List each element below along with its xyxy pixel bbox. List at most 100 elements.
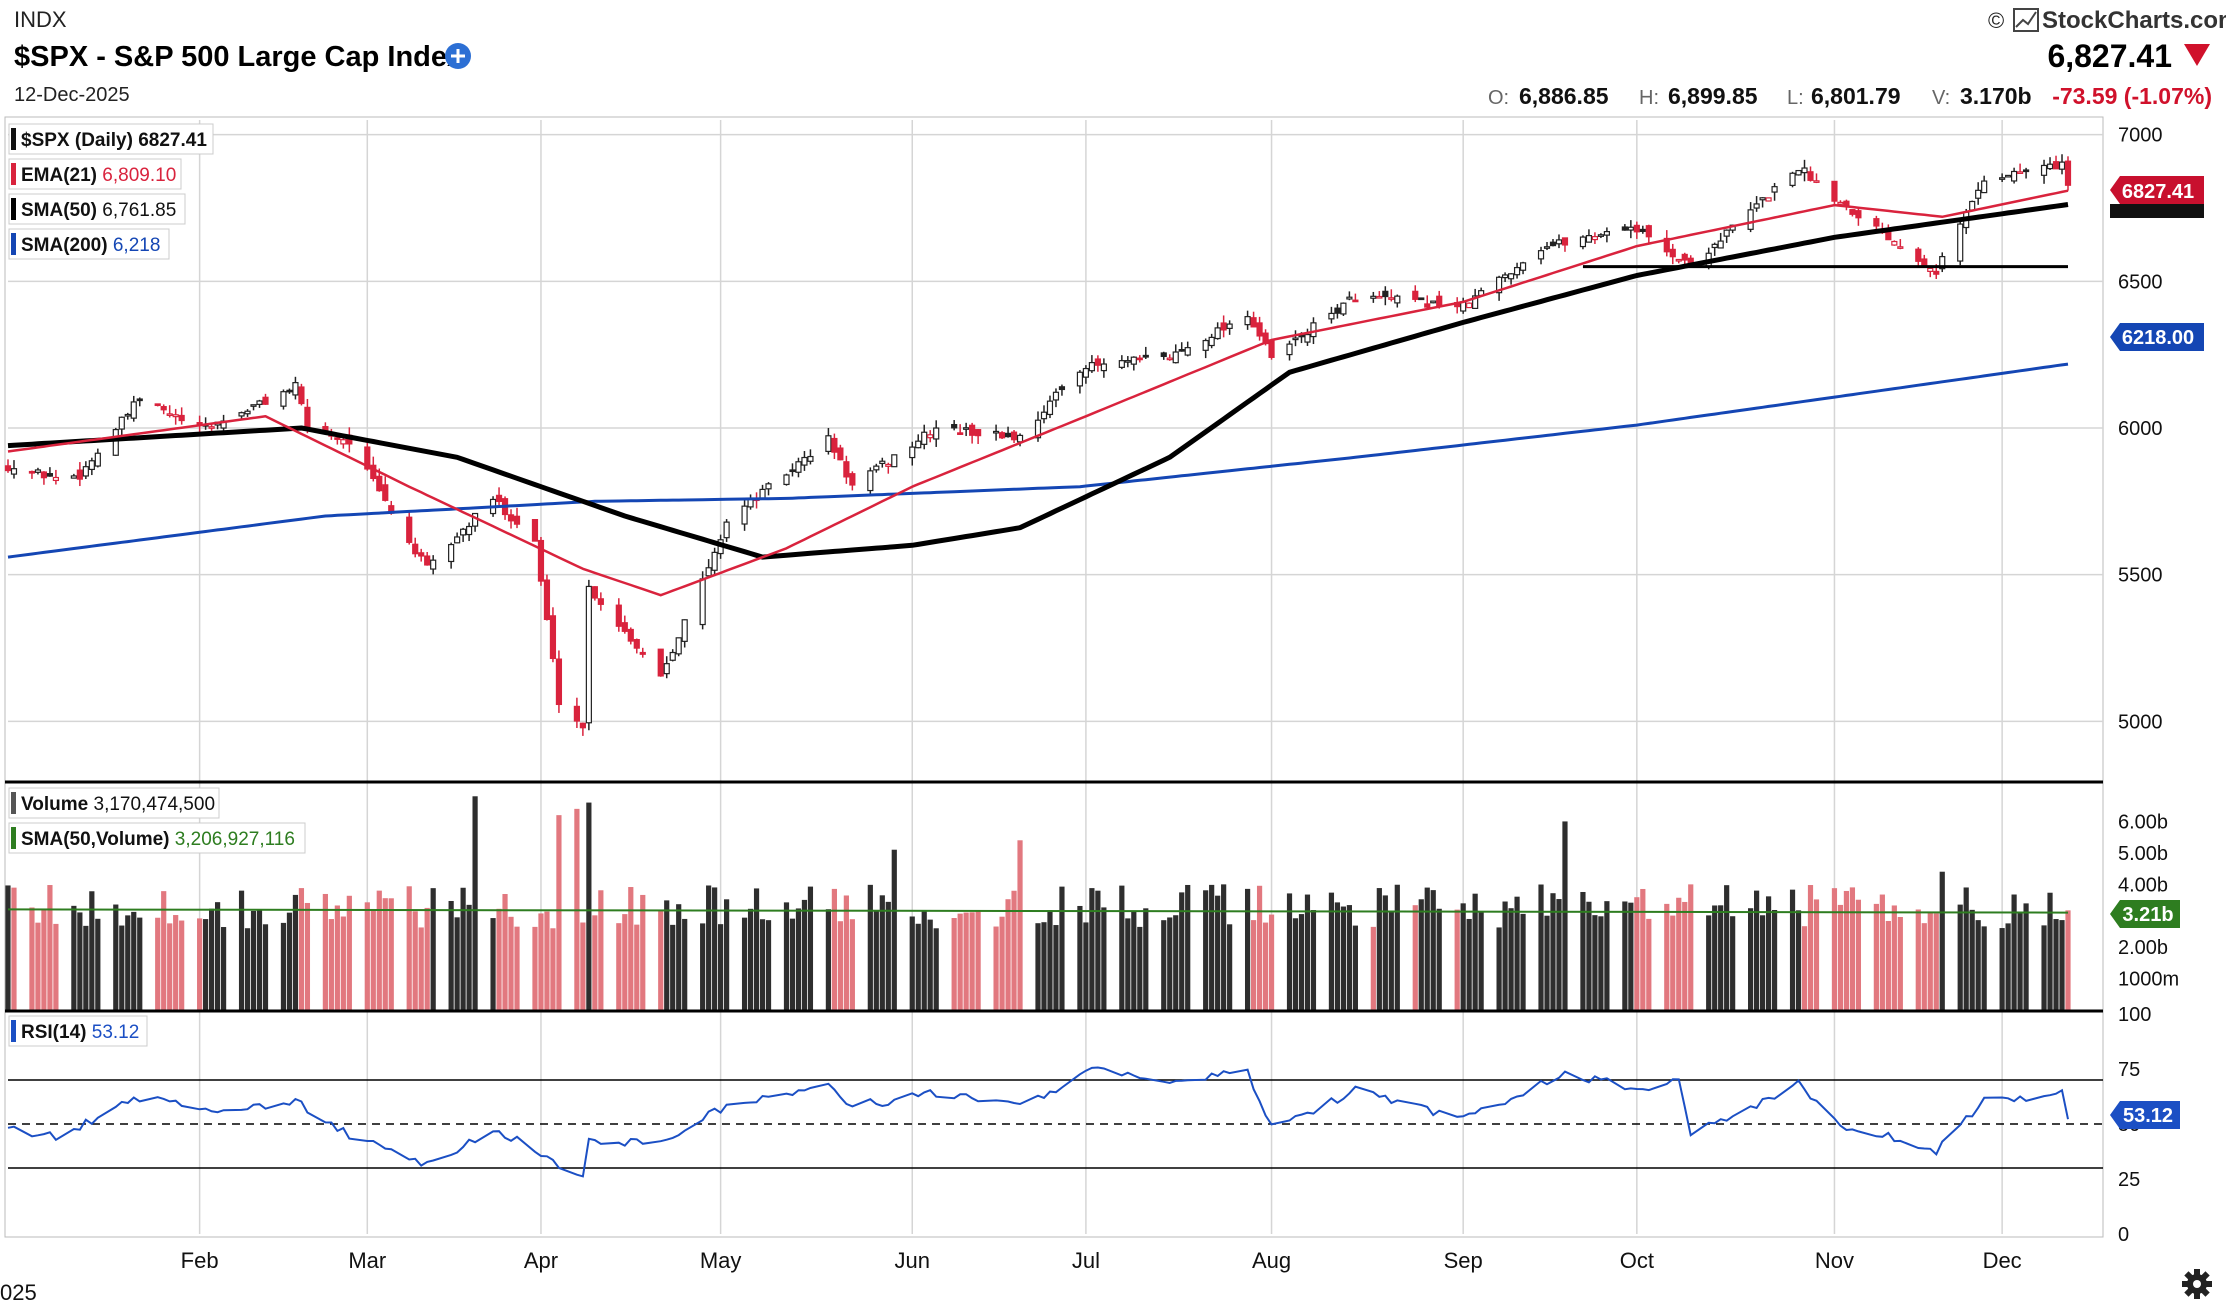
candle <box>1753 196 1760 212</box>
volume-bar <box>203 919 209 1010</box>
candle-body <box>1939 256 1946 270</box>
add-plus-icon[interactable] <box>445 43 471 69</box>
brand-name[interactable]: StockCharts.com <box>2042 7 2226 34</box>
candle <box>1058 384 1066 396</box>
legend-ema: EMA(21) 6,809.10 <box>8 158 182 190</box>
candle-body <box>1424 303 1431 308</box>
candle <box>1663 230 1670 257</box>
candle <box>1004 426 1012 438</box>
settings-gear-icon[interactable] <box>2182 1269 2212 1299</box>
candle <box>1549 238 1557 247</box>
candle <box>172 408 179 425</box>
volume-bar <box>759 919 766 1010</box>
candle-body <box>172 414 179 418</box>
candle <box>501 496 509 520</box>
candle <box>424 552 431 566</box>
candle <box>1813 173 1820 184</box>
volume-bar <box>1077 905 1083 1010</box>
candle-body <box>1340 302 1347 315</box>
candle <box>1669 243 1676 265</box>
candle <box>460 527 467 542</box>
volume-bar <box>1789 889 1796 1010</box>
low-value: 6,801.79 <box>1811 83 1901 109</box>
volume-bar <box>586 802 592 1010</box>
stockcharts-logo-icon <box>2013 8 2039 32</box>
candle-body <box>1268 339 1275 358</box>
volume-bar <box>1466 918 1472 1010</box>
candle <box>1519 261 1527 275</box>
volume-bar <box>807 886 814 1010</box>
volume-bar <box>975 911 981 1010</box>
candle-body <box>1034 419 1042 439</box>
volume-bar <box>5 885 11 1010</box>
volume-bar <box>298 888 305 1010</box>
candle <box>1244 310 1251 330</box>
volume-bar <box>137 917 143 1010</box>
candle-body <box>1202 339 1209 351</box>
volume-bar <box>1538 884 1544 1010</box>
candle-body <box>573 705 580 722</box>
chart-frame <box>4 116 2104 1238</box>
volume-bar <box>1185 884 1191 1010</box>
volume-bar <box>1292 918 1299 1010</box>
volume-bar <box>1161 920 1167 1010</box>
candle-body <box>909 446 916 459</box>
volume-bar <box>1041 922 1047 1010</box>
volume-bar <box>1508 908 1514 1010</box>
candle-body <box>1430 300 1437 304</box>
candle-body <box>250 404 257 407</box>
candle-body <box>1723 229 1730 237</box>
candle-body <box>1579 236 1587 248</box>
volume-bar <box>412 911 418 1010</box>
candle-body <box>639 651 646 655</box>
candle-body <box>1496 276 1503 294</box>
candle-body <box>531 519 539 542</box>
svg-text:RSI(14) 53.12: RSI(14) 53.12 <box>21 1022 139 1043</box>
volume-bar <box>1298 914 1305 1010</box>
volume-bar <box>1712 905 1718 1010</box>
candle <box>1136 355 1143 363</box>
candle-body <box>208 426 215 429</box>
candle <box>1160 351 1167 360</box>
chart-title: $SPX - S&P 500 Large Cap Index <box>14 41 463 73</box>
candle-body <box>879 460 886 465</box>
candle-body <box>783 474 790 486</box>
volume-tick-label: 1000m <box>2118 969 2179 991</box>
candle-body <box>591 586 598 599</box>
volume-bar <box>622 914 628 1010</box>
candle-body <box>1382 290 1389 298</box>
volume-bar <box>448 900 454 1010</box>
candle-body <box>1513 266 1521 276</box>
candle <box>807 449 814 465</box>
candle-body <box>10 468 18 475</box>
candle <box>1891 240 1898 246</box>
badge-sma200: 6218.00 <box>2110 323 2204 351</box>
candle-body <box>915 440 922 449</box>
candle <box>1543 242 1551 251</box>
volume-bar <box>1963 887 1969 1010</box>
candle <box>1352 293 1359 303</box>
legend-vol-sma-name: SMA(50,Volume) <box>21 829 170 850</box>
volume-bar <box>29 907 35 1010</box>
volume-bar <box>1514 896 1520 1010</box>
candle <box>555 650 563 713</box>
candle <box>1334 304 1341 319</box>
volume-bar <box>1502 901 1508 1010</box>
candle <box>933 420 940 447</box>
volume-bar <box>304 902 311 1010</box>
volume-bar <box>1706 915 1712 1010</box>
candle-body <box>1094 358 1101 366</box>
candle-body <box>304 406 311 428</box>
candle-body <box>112 428 119 456</box>
candle <box>1771 182 1778 201</box>
volume-bar <box>1370 926 1376 1010</box>
candle-body <box>1208 336 1215 347</box>
candle-body <box>1663 237 1670 253</box>
candle-body <box>873 465 880 471</box>
candle-body <box>1501 274 1509 279</box>
volume-bar <box>873 910 879 1010</box>
volume-bar <box>538 913 544 1010</box>
svg-text:Volume 3,170,474,500: Volume 3,170,474,500 <box>21 794 215 815</box>
volume-bar <box>209 908 215 1010</box>
